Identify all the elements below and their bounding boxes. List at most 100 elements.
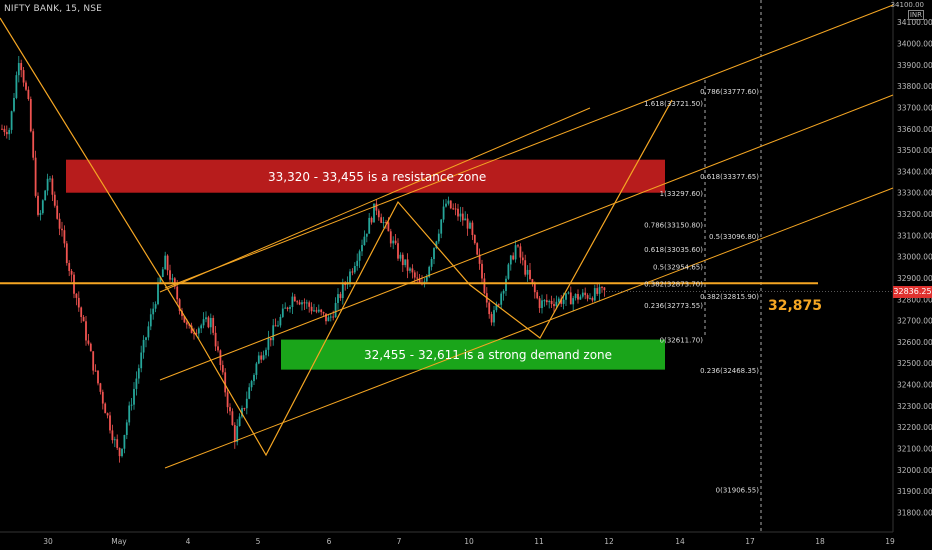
y-tick-label: 32700.00 — [897, 317, 932, 326]
candle-body — [425, 276, 428, 282]
candle-body — [205, 317, 207, 320]
candle-body — [341, 283, 344, 299]
candle-body — [236, 426, 239, 442]
y-tick-label: 33600.00 — [897, 125, 932, 134]
candle-body — [281, 308, 284, 317]
candle-body — [500, 293, 503, 305]
candle-body — [279, 316, 282, 326]
candle-body — [433, 248, 435, 260]
candle-body — [25, 82, 27, 90]
fib-level-label: 0.786(33777.60) — [700, 88, 759, 96]
candle-body — [113, 439, 116, 441]
candle-body — [562, 299, 565, 304]
channel-upper-line — [159, 94, 894, 381]
key-level-label: 32,875 — [768, 298, 823, 314]
candle-body — [169, 270, 171, 280]
candle-body — [56, 205, 59, 219]
candle-body — [377, 210, 380, 218]
candle-body — [157, 282, 159, 305]
candle-body — [325, 313, 327, 322]
candle-body — [269, 338, 272, 341]
candle-body — [106, 413, 109, 416]
candle-body — [577, 294, 579, 300]
currency-badge: INR — [907, 10, 924, 20]
candle-body — [493, 310, 495, 323]
y-tick-label: 31800.00 — [897, 508, 932, 517]
candle-body — [284, 307, 287, 309]
candle-body — [245, 398, 248, 409]
candle-body — [118, 447, 121, 457]
candle-body — [149, 314, 152, 327]
candle-body — [5, 132, 8, 135]
candle-body — [337, 294, 339, 303]
candle-body — [248, 387, 251, 399]
candle-body — [502, 290, 505, 294]
y-tick-label: 32100.00 — [897, 445, 932, 454]
candle-body — [75, 293, 78, 298]
candle-body — [368, 217, 371, 234]
candle-body — [586, 295, 589, 299]
wave-zigzag-line — [0, 17, 673, 457]
candle-body — [178, 299, 181, 311]
candle-body — [188, 324, 191, 326]
candle-body — [303, 302, 306, 304]
candle-body — [152, 308, 155, 315]
candle-body — [27, 89, 30, 100]
candle-body — [574, 294, 577, 299]
candle-body — [46, 178, 49, 191]
candle-body — [212, 317, 215, 333]
candle-body — [440, 219, 443, 234]
channel-inner-line — [159, 107, 591, 293]
candle-body — [361, 245, 363, 252]
candle-body — [521, 257, 524, 261]
candle-body — [464, 218, 467, 221]
candle-body — [51, 178, 54, 195]
candle-body — [593, 288, 596, 301]
candle-body — [322, 312, 325, 314]
candle-body — [317, 309, 320, 312]
candle-body — [111, 430, 114, 441]
resistance-zone — [66, 159, 665, 193]
candle-body — [385, 222, 387, 224]
candle-body — [128, 405, 131, 423]
x-tick-label: 18 — [815, 537, 825, 546]
candle-body — [526, 269, 529, 275]
x-tick-label: 5 — [256, 537, 261, 546]
x-tick-label: 11 — [534, 537, 544, 546]
candle-body — [334, 302, 337, 318]
candle-body — [579, 296, 582, 300]
candle-body — [10, 111, 13, 130]
candle-body — [221, 365, 224, 373]
candle-body — [20, 63, 23, 71]
candle-body — [289, 307, 291, 309]
candle-body — [584, 292, 587, 296]
candle-body — [353, 266, 356, 273]
candle-body — [272, 325, 275, 341]
candle-body — [466, 218, 469, 229]
candle-body — [538, 298, 541, 309]
candle-body — [351, 271, 354, 273]
candle-body — [229, 407, 231, 412]
candle-body — [253, 374, 255, 382]
candle-body — [387, 222, 390, 232]
candle-body — [601, 286, 603, 288]
candle-body — [555, 301, 558, 307]
candle-body — [591, 297, 594, 301]
candle-body — [233, 425, 236, 442]
candle-body — [13, 97, 15, 112]
candle-body — [1, 128, 3, 130]
candle-body — [262, 355, 265, 360]
candle-body — [250, 381, 253, 388]
candle-body — [469, 222, 471, 229]
candle-body — [99, 383, 102, 392]
candle-body — [418, 278, 421, 283]
channel-middle-line — [164, 4, 894, 289]
candle-body — [274, 325, 277, 327]
candle-body — [125, 422, 128, 436]
candle-body — [77, 297, 80, 308]
candle-body — [159, 276, 162, 283]
candle-body — [97, 370, 99, 384]
candle-body — [442, 206, 445, 220]
y-tick-label: 34000.00 — [897, 40, 932, 49]
